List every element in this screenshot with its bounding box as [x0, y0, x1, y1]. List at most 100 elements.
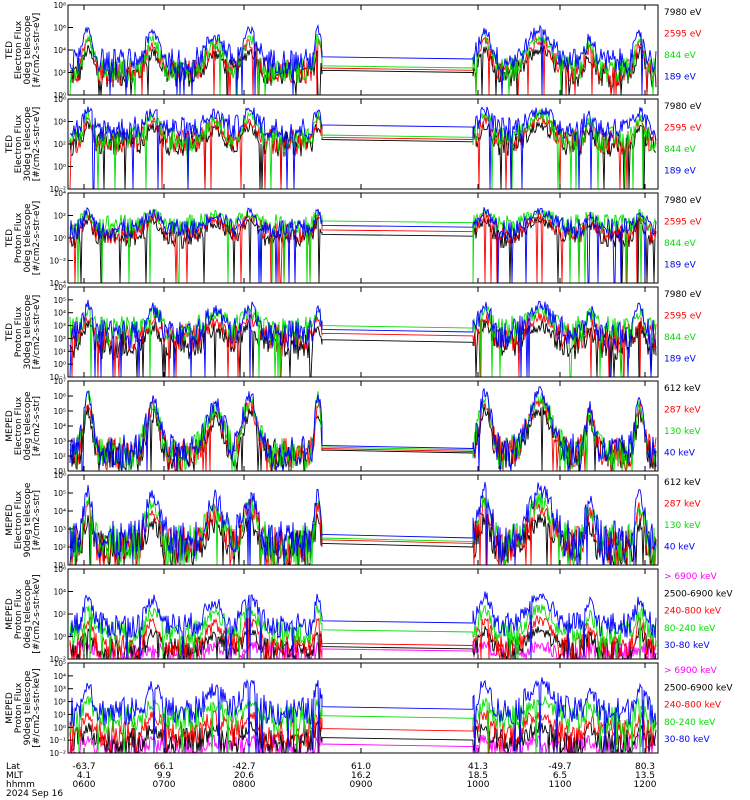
- y-tick-label: 10⁵: [53, 489, 66, 498]
- series-line-3-2: [69, 210, 657, 283]
- x-tick-label-mlt: 6.5: [553, 771, 567, 781]
- legend-entry: 130 keV: [664, 427, 701, 437]
- legend-entry: 80-240 keV: [664, 624, 716, 634]
- series-line-3-4: [69, 206, 657, 283]
- y-axis-label: Proton Flux: [14, 682, 24, 733]
- y-tick-label: 10²: [53, 140, 66, 149]
- x-tick-label-lat: -49.7: [548, 762, 571, 772]
- y-tick-label: 10⁴: [53, 309, 66, 318]
- series-line-7-3: [69, 615, 657, 659]
- x-tick-label-hhmm: 1100: [549, 780, 572, 790]
- y-tick-label: 10⁸: [53, 1, 66, 10]
- series-line-4-2: [69, 312, 657, 377]
- panel-frame: [67, 474, 659, 566]
- y-tick-label: 10⁻²: [49, 655, 66, 664]
- y-tick-label: 10⁰: [53, 360, 66, 369]
- x-tick-label-lat: -63.7: [72, 762, 95, 772]
- legend-entry: 7980 eV: [664, 8, 702, 18]
- legend-entry: 189 eV: [664, 72, 697, 82]
- y-axis-label: 0deg telescope: [23, 15, 33, 85]
- y-tick-label: 10³: [53, 437, 66, 446]
- y-tick-label: 10³: [53, 525, 66, 534]
- y-tick-label: 10⁰: [53, 723, 66, 732]
- y-axis-label: MEPED: [5, 598, 15, 630]
- y-axis-label: MEPED: [5, 410, 15, 442]
- panel-3: 10⁻⁴ 10⁻² 10⁰ 10² 10⁴ TED Proton Flux 0deg tele…: [5, 189, 702, 288]
- x-tick-label-mlt: 20.6: [234, 771, 254, 781]
- y-tick-label: 10⁻¹: [49, 373, 66, 382]
- y-tick-label: 10⁴: [53, 507, 66, 516]
- y-axis-label: [#/cm2-s-str-eV]: [32, 295, 42, 370]
- legend-entry: 844 eV: [664, 145, 697, 155]
- y-tick-label: 10⁶: [53, 283, 66, 292]
- y-axis-label: 0deg telescope: [23, 579, 33, 649]
- legend-entry: 612 keV: [664, 384, 701, 394]
- y-tick-label: 10³: [53, 685, 66, 694]
- y-tick-label: 10¹: [53, 710, 66, 719]
- legend-entry: 30-80 keV: [664, 735, 710, 745]
- series-line-5-4: [69, 386, 657, 471]
- x-tick-label-lat: 41.3: [468, 762, 488, 772]
- y-tick-label: 10⁻²: [49, 749, 66, 758]
- legend-entry: 189 eV: [664, 354, 697, 364]
- legend-entry: 240-800 keV: [664, 701, 722, 711]
- y-tick-label: 10¹: [53, 561, 66, 570]
- y-tick-label: 10⁴: [53, 46, 66, 55]
- panel-5: 10¹ 10² 10³ 10⁴ 10⁵ 10⁶ 10⁷ MEPED Electron Flux 0…: [5, 377, 701, 476]
- y-tick-label: 10⁻²: [49, 185, 66, 194]
- y-axis-label: TED: [5, 229, 15, 248]
- x-tick-label-lat: 61.0: [351, 762, 371, 772]
- y-tick-label: 10⁻⁴: [49, 279, 66, 288]
- y-tick-label: 10⁴: [53, 588, 66, 597]
- legend-entry: 240-800 keV: [664, 607, 722, 617]
- y-axis-label: [#/cm2-s-str-keV]: [32, 574, 42, 653]
- y-tick-label: 10⁴: [53, 118, 66, 127]
- series-line-7-4: [69, 604, 657, 659]
- y-tick-label: 10²: [53, 334, 66, 343]
- legend-entry: 2595 eV: [664, 29, 702, 39]
- panel-6: 10¹ 10² 10³ 10⁴ 10⁵ 10⁶ MEPED Electron Flux 90de…: [5, 471, 701, 570]
- y-tick-label: 10⁷: [53, 377, 66, 386]
- y-axis-label: Proton Flux: [14, 588, 24, 639]
- legend-entry: > 6900 keV: [664, 666, 718, 676]
- x-tick-label-mlt: 9.9: [157, 771, 172, 781]
- y-axis-label: Electron Flux: [14, 114, 24, 173]
- y-tick-label: 10⁰: [53, 234, 66, 243]
- legend-entry: 30-80 keV: [664, 641, 710, 651]
- y-tick-label: 10²: [53, 452, 66, 461]
- legend-entry: 287 keV: [664, 499, 701, 509]
- legend-entry: 2595 eV: [664, 123, 702, 133]
- y-tick-label: 10¹: [53, 347, 66, 356]
- y-axis-label: 30deg telescope: [23, 106, 33, 181]
- y-axis-label: 0deg telescope: [23, 203, 33, 273]
- y-tick-label: 10⁵: [53, 659, 66, 668]
- series-line-4-1: [69, 318, 657, 377]
- x-tick-label-mlt: 13.5: [635, 771, 655, 781]
- y-tick-label: 10⁶: [53, 24, 66, 33]
- y-axis-label: [#/cm2-s-str]: [32, 396, 42, 456]
- y-tick-label: 10⁻²: [49, 257, 66, 266]
- legend-entry: 612 keV: [664, 478, 701, 488]
- y-axis-label: TED: [5, 135, 15, 154]
- legend-entry: 7980 eV: [664, 290, 702, 300]
- panel-8: 10⁻² 10⁻¹ 10⁰ 10¹ 10² 10³ 10⁴ 10⁵ MEPED Proton Fl…: [5, 659, 733, 758]
- series-line-2-4: [69, 106, 657, 189]
- series-line-8-5: [69, 677, 657, 753]
- y-axis-label: Proton Flux: [14, 306, 24, 357]
- series-line-6-4: [69, 482, 657, 565]
- y-tick-label: 10⁴: [53, 189, 66, 198]
- legend-entry: 7980 eV: [664, 102, 702, 112]
- y-axis-label: [#/cm2-s-str-eV]: [32, 201, 42, 276]
- series-line-7-5: [69, 591, 657, 659]
- y-axis-label: Electron Flux: [14, 20, 24, 79]
- series-line-8-3: [69, 709, 657, 753]
- y-axis-label: [#/cm2-s-str-eV]: [32, 13, 42, 88]
- y-tick-label: 10²: [53, 212, 66, 221]
- y-tick-label: 10⁵: [53, 296, 66, 305]
- y-tick-label: 10²: [53, 610, 66, 619]
- y-axis-label: 90deg telescope: [23, 482, 33, 557]
- y-tick-label: 10¹: [53, 467, 66, 476]
- y-axis-label: MEPED: [5, 504, 15, 536]
